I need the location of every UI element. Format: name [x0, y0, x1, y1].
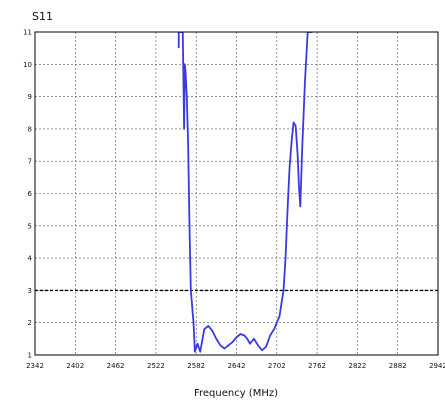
y-tick-label: 4: [28, 255, 33, 263]
x-tick-label: 2762: [308, 362, 326, 370]
chart-title: S11: [32, 10, 53, 23]
x-axis-label: Frequency (MHz): [194, 388, 278, 399]
x-tick-labels: 2342 2402 2462 2522 2582 2642 2702 2762 2822 2882…: [26, 362, 445, 370]
x-tick-label: 2402: [66, 362, 84, 370]
y-tick-label: 1: [28, 352, 32, 360]
grid-lines: [35, 32, 438, 355]
s11-series-line: [177, 32, 313, 353]
y-tick-label: 8: [28, 125, 32, 133]
y-tick-label: 10: [23, 61, 32, 69]
x-tick-label: 2642: [228, 362, 246, 370]
y-tick-label: 2: [28, 319, 32, 327]
x-tick-label: 2942: [429, 362, 445, 370]
y-tick-label: 6: [28, 190, 33, 198]
x-tick-label: 2702: [268, 362, 286, 370]
x-tick-label: 2462: [107, 362, 125, 370]
y-tick-label: 5: [28, 222, 32, 230]
y-tick-label: 7: [28, 158, 32, 166]
x-tick-label: 2882: [389, 362, 407, 370]
y-tick-label: 9: [28, 93, 32, 101]
series-layer: [177, 32, 313, 353]
x-tick-label: 2582: [187, 362, 205, 370]
plot-frame: [34, 31, 439, 356]
x-tick-label: 2822: [348, 362, 366, 370]
y-tick-label: 11: [23, 29, 32, 37]
y-tick-label: 3: [28, 287, 32, 295]
y-tick-labels: 1 2 3 4 5 6 7 8 9 10 11: [23, 29, 32, 360]
x-tick-label: 2342: [26, 362, 44, 370]
x-tick-label: 2522: [147, 362, 165, 370]
